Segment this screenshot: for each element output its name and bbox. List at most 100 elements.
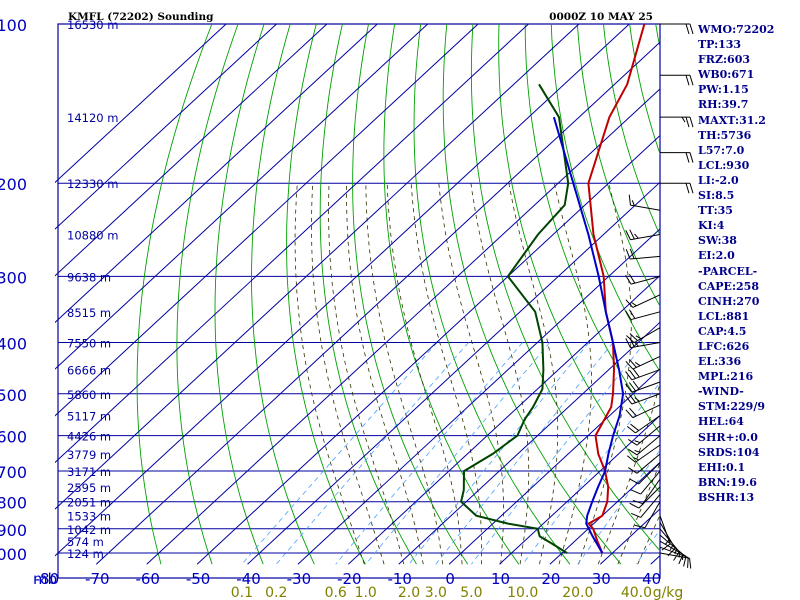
wind-barb-flag — [625, 409, 634, 418]
moist-adiabat — [470, 183, 530, 565]
isotherm — [499, 414, 660, 565]
index-row: KI:4 — [698, 219, 725, 233]
temperature-tick-label: 30 — [592, 570, 611, 588]
wind-barb-flag — [661, 543, 671, 551]
temperature-tick-label: -40 — [236, 570, 261, 588]
valid-time: 0000Z 10 MAY 25 — [549, 11, 653, 23]
wind-barb-flag — [685, 23, 690, 35]
wind-barb-staff — [635, 444, 661, 463]
index-row: SI:8.5 — [698, 189, 735, 203]
height-label: 574 m — [67, 535, 104, 549]
mixing-ratio-label: 3.0 — [425, 585, 447, 600]
temperature-trace — [587, 23, 646, 554]
temperature-tick-label: 20 — [541, 570, 560, 588]
index-row: CINH:270 — [698, 294, 760, 308]
wind-barb-flag — [631, 302, 637, 307]
wind-barb-staff — [642, 478, 661, 504]
dry-adiabat — [286, 23, 366, 565]
wind-barb — [630, 470, 661, 495]
height-label: 7550 m — [67, 336, 111, 350]
mixing-ratio-line — [241, 342, 438, 565]
wind-barb-flag — [685, 75, 690, 86]
wind-barb — [625, 337, 661, 349]
wind-barb-flag — [689, 75, 694, 86]
wind-barb-staff — [631, 393, 661, 405]
height-label: 2051 m — [67, 496, 111, 510]
wind-barb — [625, 355, 661, 370]
dry-adiabat — [214, 23, 265, 565]
wind-barb-staff — [632, 294, 661, 308]
index-row: EI:2.0 — [698, 249, 735, 263]
height-label: 9638 m — [67, 270, 111, 284]
wind-barb-flag — [633, 457, 639, 461]
wind-barb — [625, 294, 661, 308]
dry-adiabat — [470, 23, 660, 552]
temperature-tick-label: -70 — [85, 570, 110, 588]
wind-barb-staff — [630, 275, 661, 285]
index-row: BSHR:13 — [698, 490, 755, 504]
height-label: 6666 m — [67, 364, 111, 378]
wind-barb-flag — [628, 369, 636, 379]
wind-barb-staff — [640, 470, 661, 495]
wind-barb-flag — [629, 359, 637, 368]
sounding-traces — [459, 23, 646, 554]
parcel-trace — [552, 116, 625, 554]
wind-barb-staff — [631, 381, 661, 393]
wind-barb-flag — [628, 448, 638, 456]
index-row: SRDS:104 — [698, 445, 760, 459]
dry-adiabat — [576, 23, 660, 308]
pressure-tick-label: 300 — [0, 268, 27, 287]
mixing-ratio-line — [577, 449, 660, 565]
dry-adiabat — [383, 23, 520, 565]
index-row: TT:35 — [698, 204, 733, 218]
moist-adiabat — [438, 183, 505, 565]
wind-barb-flag — [625, 371, 633, 381]
height-label: 8515 m — [67, 306, 111, 320]
isotherm — [549, 461, 660, 565]
wind-barb-flag — [628, 194, 631, 206]
index-row: LCL:930 — [698, 158, 750, 172]
wind-barb-staff — [638, 486, 661, 509]
height-label: 10880 m — [67, 229, 118, 243]
wind-barb-staff — [630, 311, 661, 321]
height-label: 1042 m — [67, 523, 111, 537]
moist-adiabat — [328, 183, 405, 565]
wind-barb-flag — [626, 425, 636, 434]
wind-barb-flag — [628, 309, 636, 319]
stability-indices-panel: WMO:72202 TP:133 FRZ:603 WB0:671 PW:1.15 RH:3… — [698, 22, 798, 505]
wind-barb — [629, 462, 661, 485]
index-row: TP:133 — [698, 38, 742, 52]
wind-barb-staff — [644, 501, 661, 528]
wind-barb — [660, 74, 694, 86]
chart-title: KMFL (72202) Sounding — [68, 11, 214, 23]
pressure-unit-label: mb — [33, 570, 57, 588]
pressure-tick-label: 500 — [0, 386, 27, 405]
index-row: MAXT:31.2 — [698, 113, 766, 127]
height-label: 2595 m — [67, 481, 111, 495]
wind-barb-flag — [625, 395, 633, 405]
temperature-tick-label: -50 — [186, 570, 211, 588]
temperature-tick-label: -30 — [287, 570, 312, 588]
temperature-tick-label: -20 — [337, 570, 362, 588]
index-row: BRN:19.6 — [698, 475, 757, 489]
mixing-ratio-label: 0.1 — [231, 585, 253, 600]
index-row: CAP:4.5 — [698, 324, 747, 338]
index-row: WB0:671 — [698, 68, 755, 82]
wind-barb — [628, 435, 661, 456]
wind-barb-flag — [629, 337, 635, 348]
wind-barb — [625, 368, 661, 381]
index-row: LCL:881 — [698, 309, 750, 323]
index-row: FRZ:603 — [698, 53, 751, 67]
index-row: SHR+:0.0 — [698, 430, 758, 444]
wind-barb — [634, 501, 661, 529]
height-label: 5117 m — [67, 410, 111, 424]
moist-adiabat — [386, 183, 463, 565]
height-label: 3171 m — [67, 465, 111, 479]
temperature-tick-label: -60 — [135, 570, 160, 588]
wind-barb — [625, 404, 661, 419]
wind-barb-flag — [629, 407, 637, 417]
plot-frame — [57, 23, 661, 579]
wind-barb-staff — [635, 415, 661, 434]
wind-barb-flag — [689, 558, 692, 569]
